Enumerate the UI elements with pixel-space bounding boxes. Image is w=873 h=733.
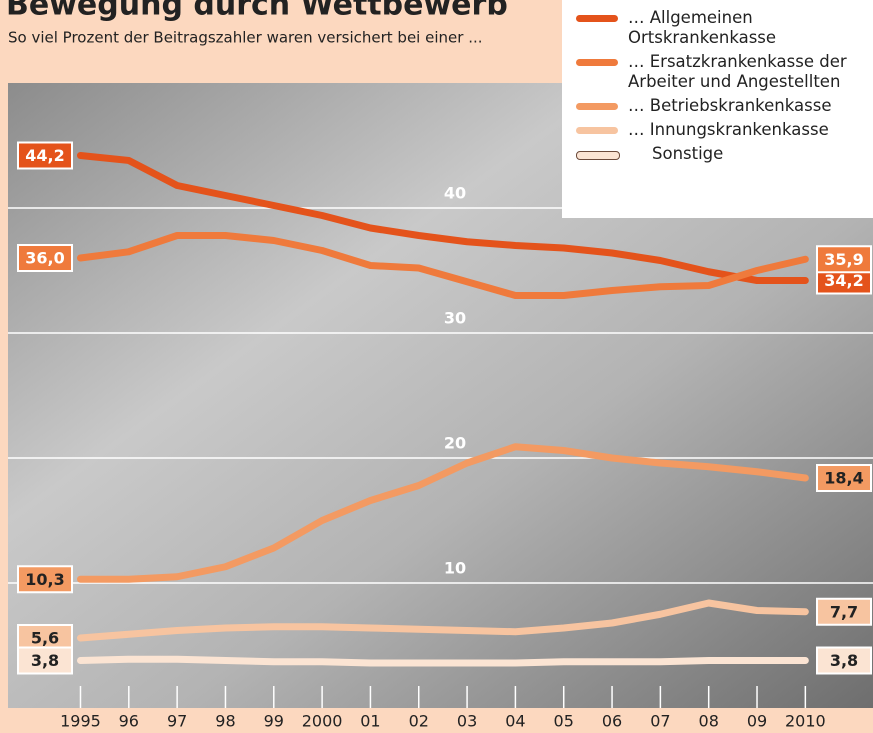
x-tick-label: 97 bbox=[167, 712, 187, 731]
value-label: 35,9 bbox=[824, 250, 863, 269]
series-line bbox=[76, 152, 809, 284]
x-tick-label: 06 bbox=[602, 712, 622, 731]
legend-entry: … Ersatzkrankenkasse der Arbeiter und An… bbox=[576, 52, 865, 92]
legend-entry: … Betriebskrankenkasse bbox=[576, 96, 865, 116]
x-tick-label: 07 bbox=[650, 712, 670, 731]
y-tick-label: 20 bbox=[444, 434, 466, 453]
x-tick-label: 2000 bbox=[302, 712, 343, 731]
value-label: 3,8 bbox=[31, 651, 59, 670]
series-line bbox=[76, 443, 809, 583]
x-tick-label: 99 bbox=[264, 712, 284, 731]
value-label-box bbox=[17, 565, 73, 594]
value-label: 36,0 bbox=[25, 249, 64, 268]
value-label: 44,2 bbox=[25, 146, 64, 165]
x-tick-label: 1995 bbox=[60, 712, 101, 731]
value-label-box bbox=[17, 141, 73, 170]
legend-swatch bbox=[576, 127, 618, 134]
legend-label: Sonstige bbox=[652, 144, 724, 163]
x-tick-label: 09 bbox=[747, 712, 767, 731]
x-tick-label: 02 bbox=[409, 712, 429, 731]
legend-swatch bbox=[576, 103, 618, 110]
value-label: 10,3 bbox=[25, 570, 64, 589]
y-tick-label: 10 bbox=[444, 559, 466, 578]
legend: … Allgemeinen Ortskrankenkasse … Ersatzkr… bbox=[562, 0, 873, 218]
series-line bbox=[76, 655, 809, 667]
x-tick-label: 08 bbox=[699, 712, 719, 731]
value-label-box bbox=[17, 244, 73, 272]
value-label: 7,7 bbox=[830, 602, 858, 621]
legend-swatch bbox=[576, 15, 618, 22]
x-tick-label: 04 bbox=[505, 712, 525, 731]
series-line bbox=[76, 232, 809, 299]
x-tick-label: 98 bbox=[215, 712, 235, 731]
x-tick-label: 2010 bbox=[785, 712, 826, 731]
legend-entry: … Innungskrankenkasse bbox=[576, 120, 865, 140]
legend-label: … Allgemeinen Ortskrankenkasse bbox=[628, 8, 777, 47]
legend-swatch bbox=[576, 151, 620, 160]
value-label: 5,6 bbox=[31, 629, 59, 648]
legend-label: … Betriebskrankenkasse bbox=[628, 96, 832, 115]
x-tick-label: 05 bbox=[554, 712, 574, 731]
legend-label: … Innungskrankenkasse bbox=[628, 120, 829, 139]
value-label-box bbox=[816, 646, 872, 675]
value-label: 18,4 bbox=[824, 469, 863, 488]
legend-label: … Ersatzkrankenkasse der Arbeiter und An… bbox=[628, 52, 847, 91]
value-label-box bbox=[816, 245, 872, 274]
series-line bbox=[76, 599, 809, 642]
y-tick-label: 40 bbox=[444, 184, 466, 203]
x-tick-label: 96 bbox=[119, 712, 139, 731]
value-label: 3,8 bbox=[830, 651, 858, 670]
value-label-box bbox=[816, 464, 872, 492]
chart-subtitle: So viel Prozent der Beitragszahler waren… bbox=[8, 29, 483, 47]
legend-entry: Sonstige bbox=[576, 144, 865, 164]
value-label-box bbox=[17, 646, 73, 675]
y-tick-label: 30 bbox=[444, 309, 466, 328]
value-label-box bbox=[816, 597, 872, 626]
legend-entry: … Allgemeinen Ortskrankenkasse bbox=[576, 8, 865, 48]
x-tick-label: 01 bbox=[360, 712, 380, 731]
value-label: 34,2 bbox=[824, 271, 863, 290]
x-tick-label: 03 bbox=[457, 712, 477, 731]
chart-title: Bewegung durch Wettbewerb bbox=[6, 0, 508, 23]
legend-swatch bbox=[576, 59, 618, 66]
